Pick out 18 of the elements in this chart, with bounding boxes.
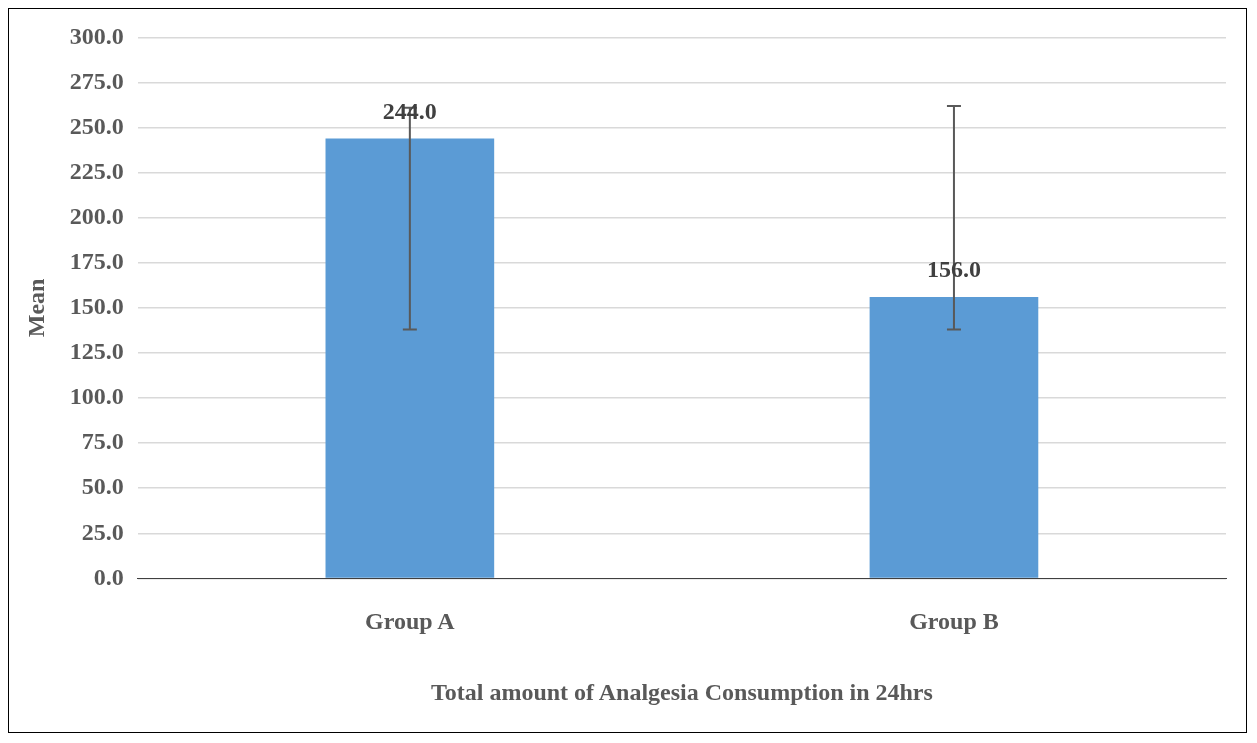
y-tick-label: 100.0 [69,383,124,410]
y-tick-label: 250.0 [69,112,124,139]
x-axis-title: Total amount of Analgesia Consumption in 24hrs [430,678,933,705]
y-tick-label: 125.0 [69,338,124,365]
y-tick-label: 75.0 [81,428,124,455]
y-tick-label: 175.0 [69,248,124,275]
y-tick-label: 150.0 [69,293,124,320]
y-tick-label: 275.0 [69,67,124,94]
data-label: 244.0 [382,97,437,124]
y-tick-label: 225.0 [69,157,124,184]
y-tick-label: 200.0 [69,202,124,229]
y-tick-label: 0.0 [93,563,124,590]
y-tick-label: 50.0 [81,473,124,500]
x-tick-label: Group A [365,608,456,634]
y-tick-label: 25.0 [81,518,124,545]
x-tick-label: Group B [909,608,999,634]
y-axis-title: Mean [22,278,49,338]
y-tick-label: 300.0 [69,22,124,49]
